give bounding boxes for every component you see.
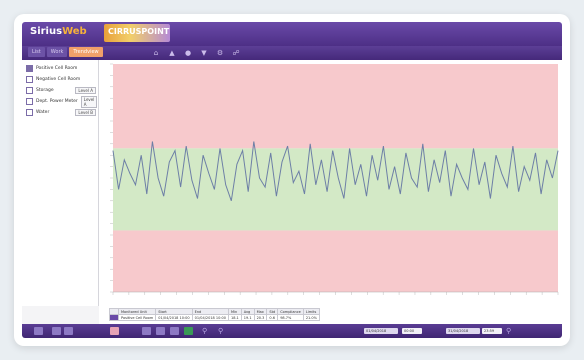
- table-cell: 21.0%: [302, 314, 320, 321]
- sensor-item[interactable]: Storage Level A: [26, 86, 96, 95]
- chart-view-button[interactable]: [156, 327, 165, 335]
- sensor-label: Positive Cell Room: [36, 66, 78, 71]
- sensor-list-panel: Positive Cell Room Negative Cell Room Stor…: [22, 60, 99, 306]
- logo-text-sirius: Sirius: [30, 26, 63, 37]
- sensor-checkbox[interactable]: [26, 65, 33, 72]
- table-view-button[interactable]: [142, 327, 151, 335]
- table-cell: 98.7%: [277, 314, 304, 321]
- sensor-checkbox[interactable]: [26, 87, 33, 94]
- table-cell: 19.1: [240, 314, 255, 321]
- print-button[interactable]: [64, 327, 73, 335]
- search-icon[interactable]: ⚲: [506, 327, 512, 335]
- sensor-item[interactable]: Positive Cell Room: [26, 64, 96, 73]
- brand-banner-text: CIRRUSPOINT: [108, 27, 170, 36]
- bottom-bar: ⚲ ⚲ 01/04/2018 00:00 31/04/2018 23:59 ⚲: [22, 324, 562, 338]
- summary-table: Monitored Unit Start End Min Avg Max Std Compli…: [109, 308, 320, 321]
- start-time-select[interactable]: 00:00: [402, 328, 422, 334]
- bell-icon[interactable]: ▲: [169, 49, 175, 57]
- zoom-out-icon[interactable]: ⚲: [218, 327, 224, 335]
- range-band: [113, 64, 558, 149]
- range-band: [113, 230, 558, 292]
- tab-list[interactable]: List: [28, 47, 45, 57]
- series-swatch: [109, 314, 119, 321]
- sensor-label: Water: [36, 110, 50, 115]
- summary-table-area: Monitored Unit Start End Min Avg Max Std Compli…: [99, 306, 562, 324]
- grid-view-button[interactable]: [170, 327, 179, 335]
- sensor-level-select[interactable]: Level A: [75, 87, 96, 94]
- sensor-item[interactable]: Dept. Power Meter Level A: [26, 95, 98, 108]
- logo-text-web: Web: [62, 26, 87, 37]
- table-cell: 0.6: [266, 314, 279, 321]
- sensor-level-select[interactable]: Level B: [75, 109, 96, 116]
- series-line: [112, 141, 559, 201]
- sensor-checkbox[interactable]: [26, 98, 33, 105]
- zoom-in-icon[interactable]: ⚲: [202, 327, 208, 335]
- header-bar: SiriusWeb CIRRUSPOINT: [22, 22, 562, 46]
- app-logo: SiriusWeb: [30, 26, 87, 37]
- sensor-label: Storage: [36, 88, 54, 93]
- sensor-label: Dept. Power Meter: [36, 99, 78, 104]
- start-date-field[interactable]: 01/04/2018: [364, 328, 398, 334]
- end-time-select[interactable]: 23:59: [482, 328, 502, 334]
- sensor-item[interactable]: Water Level B: [26, 108, 96, 117]
- sensor-checkbox[interactable]: [26, 109, 33, 116]
- brand-banner: CIRRUSPOINT: [104, 24, 170, 42]
- table-cell: 18.1: [227, 314, 242, 321]
- home-icon[interactable]: ⌂: [153, 49, 159, 57]
- toolbar-icons: ⌂ ▲ ● ▼ ⚙ ☍: [152, 49, 240, 57]
- screenshot-card: SiriusWeb CIRRUSPOINT List Work Trendview …: [14, 14, 570, 346]
- table-cell: 01/04/2018 10:00: [155, 314, 193, 321]
- sensor-label: Negative Cell Room: [36, 77, 81, 82]
- sensor-level-select[interactable]: Level A: [80, 95, 98, 108]
- filter-icon[interactable]: ▼: [201, 49, 207, 57]
- table-cell: 20.3: [253, 314, 268, 321]
- tab-work[interactable]: Work: [46, 47, 68, 57]
- excel-export-button[interactable]: [184, 327, 193, 335]
- export-button[interactable]: [52, 327, 61, 335]
- end-date-field[interactable]: 31/04/2018: [446, 328, 480, 334]
- report-button[interactable]: [110, 327, 119, 335]
- trend-chart[interactable]: [99, 60, 562, 306]
- app-window: SiriusWeb CIRRUSPOINT List Work Trendview …: [22, 22, 562, 338]
- table-cell: Positive Cell Room: [117, 314, 157, 321]
- table-cell: 01/04/2018 10:00: [191, 314, 229, 321]
- tab-trendview[interactable]: Trendview: [69, 47, 103, 57]
- table-row[interactable]: Positive Cell Room 01/04/2018 10:00 01/04/…: [109, 314, 320, 321]
- trend-chart-svg: [110, 63, 559, 295]
- prev-button[interactable]: [34, 327, 43, 335]
- sensor-item[interactable]: Negative Cell Room: [26, 75, 96, 84]
- link-icon[interactable]: ☍: [232, 49, 240, 57]
- sensor-checkbox[interactable]: [26, 76, 33, 83]
- tab-bar: List Work Trendview: [28, 47, 103, 57]
- user-icon[interactable]: ●: [184, 49, 192, 57]
- settings-icon[interactable]: ⚙: [216, 49, 224, 57]
- toolbar: [22, 46, 562, 60]
